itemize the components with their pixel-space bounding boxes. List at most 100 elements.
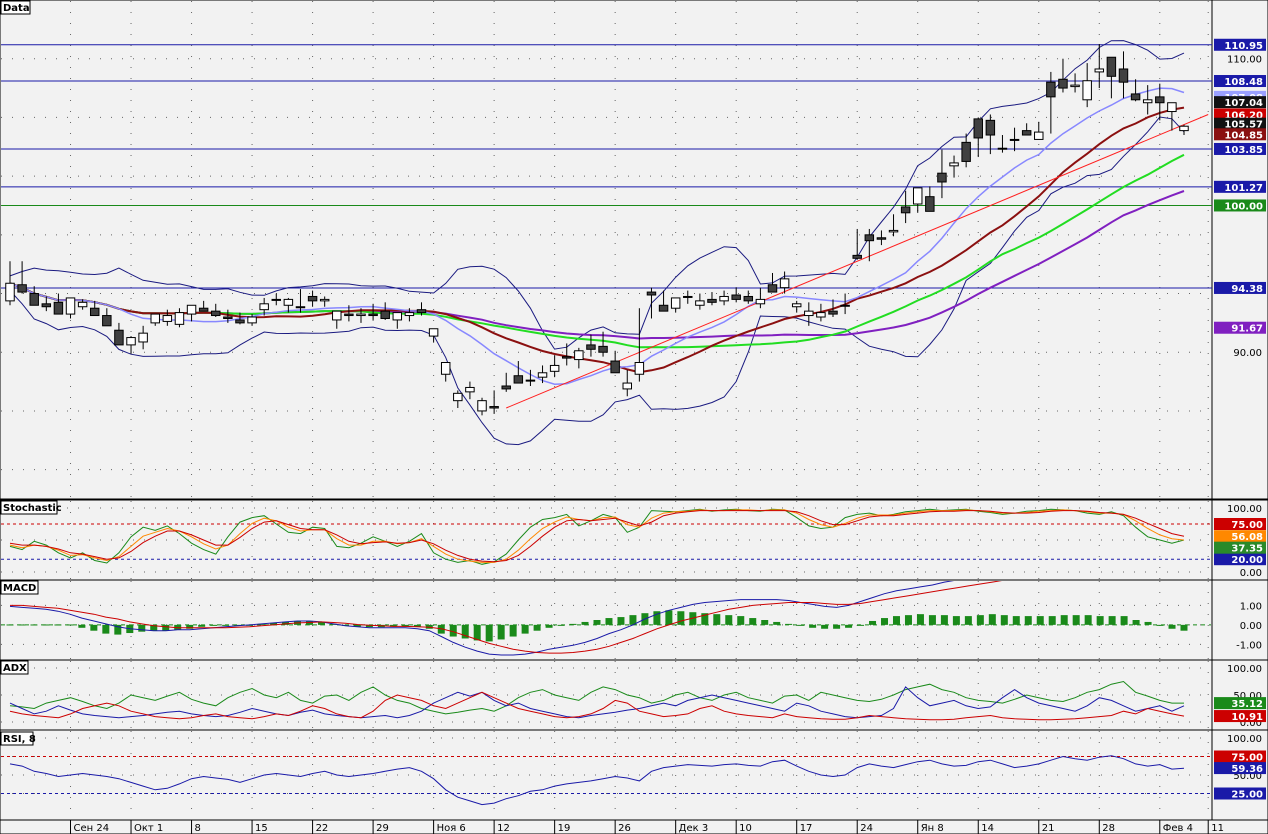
candle [223,309,233,323]
main-y-tick-0: 110.00 [1227,55,1262,66]
macd-bar [928,615,936,625]
candle-body [477,400,487,412]
macd-bar [413,624,421,627]
macd-bar [138,624,146,632]
main-frame [0,0,1213,500]
macd-bar [210,624,218,626]
candle-body [392,312,403,321]
candle-body [1118,68,1129,83]
candle-body [888,229,899,233]
x-tick-label-8: 19 [558,823,571,834]
macd-bar [916,614,924,625]
macd-bar [353,624,361,627]
macd-bar [1180,624,1188,631]
rsi-level-tag-0: 75.00 [1231,753,1263,764]
candle [271,293,282,306]
macd-line [9,581,955,656]
x-tick-label-9: 26 [618,823,631,834]
main-panel: 110.00 90.00 110.95 108.48 103.85 101.27 100.0… [0,0,1268,500]
candle-body [1009,138,1020,141]
candle-body [319,298,330,302]
level-tag-0-bg [1214,38,1266,51]
price-tag-3: 105.57 [1224,120,1263,131]
level-tag-0: 110.95 [1224,41,1263,52]
macd-title-text: MACD [3,583,36,594]
candle-body [525,379,536,382]
macd-bar [1084,615,1092,625]
candle-body [259,303,269,311]
macd-bar [545,624,553,628]
candle-body [102,315,112,327]
macd-bar [988,614,996,625]
candle [477,397,487,416]
rsi-level-tag-0-bg [1214,750,1266,763]
macd-bar [114,624,122,635]
candle [283,297,294,313]
candle [1009,127,1020,152]
candle [707,292,717,306]
candle [864,228,875,262]
x-tick-label-3: 15 [255,823,268,834]
candle-body [356,313,366,317]
candle-body [731,294,741,300]
macd-bar [952,616,960,625]
adx-y-tick-2: 0.00 [1240,718,1262,729]
candle-body [380,310,390,319]
candle-body [513,375,524,384]
candle [1070,73,1080,93]
candle [453,390,463,409]
candle-body [658,304,669,312]
macd-bar [725,615,733,625]
candle-body [368,313,378,317]
candle [186,304,197,322]
macd-bar [317,621,325,625]
x-tick-label-15: 14 [981,823,994,834]
macd-bar [653,611,661,625]
candle-body [428,328,439,337]
candle [925,186,935,212]
level-tag-5: 94.38 [1231,284,1263,295]
candle-body [840,304,850,307]
price-tag-2-bg [1214,108,1266,121]
macd-panel: 1.00 0.00 -1.00 [0,579,1268,661]
candle-body [767,284,778,293]
candle-body [186,304,197,315]
candle [1118,51,1129,99]
candle [816,303,826,322]
candle [1106,56,1117,99]
candle [307,290,318,307]
candle [549,355,560,378]
rsi-tag-0: 59.36 [1231,764,1263,775]
macd-bar [869,620,877,625]
candle-body [1034,131,1044,140]
candle-body [804,310,814,317]
stochastic-series-2 [9,510,1185,563]
macd-bar [749,618,757,625]
macd-bar [78,624,86,628]
macd-bar [18,624,26,626]
x-tick-label-19: 11 [1211,823,1224,834]
candle [828,299,838,318]
macd-bar [964,616,972,625]
stochastic-tag-0: 56.08 [1231,532,1263,543]
macd-bar [797,624,805,626]
macd-bar [222,624,230,626]
x-tick-label-11: 10 [739,823,752,834]
candle [259,297,269,316]
candle [719,290,729,306]
rsi-title-text: RSI, 8 [3,734,36,745]
x-tick-label-7: 12 [497,823,510,834]
candle [1021,123,1032,136]
main-scale [1211,0,1268,500]
candle-body [198,307,209,312]
candle [319,296,330,307]
candle-body [489,406,499,409]
macd-bar [617,617,625,625]
candle [428,328,439,342]
x-tick-label-4: 22 [316,823,329,834]
stochastic-level-tag-0: 75.00 [1231,520,1263,531]
adx-tag-1-bg [1214,710,1266,723]
candle-body [344,313,354,317]
candle [114,322,124,346]
